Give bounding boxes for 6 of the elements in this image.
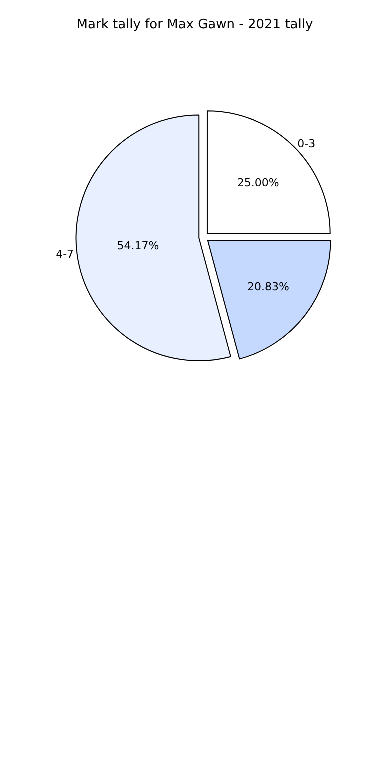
chart-title: Mark tally for Max Gawn - 2021 tally [76, 18, 314, 33]
data-label: 20.83% [248, 280, 290, 294]
slice-label: 4-7 [56, 248, 74, 261]
data-label: 25.00% [237, 176, 280, 190]
slice-label: 0-3 [298, 137, 316, 150]
data-label: 54.17% [117, 240, 160, 253]
